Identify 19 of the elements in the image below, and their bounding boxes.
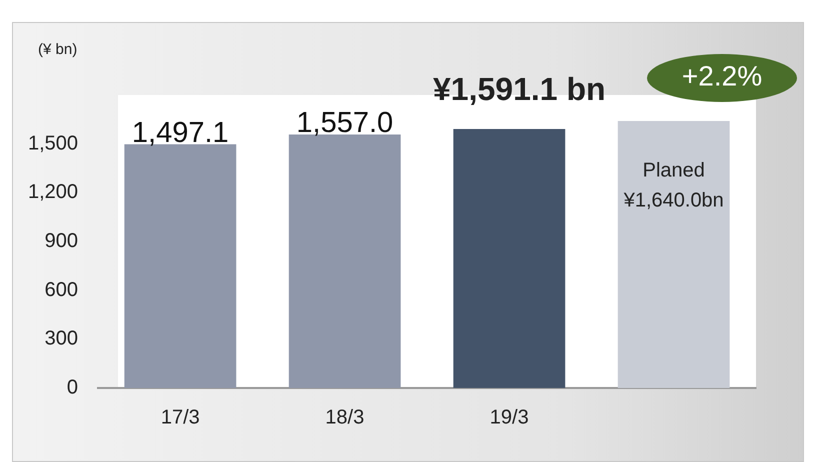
bar [124, 144, 236, 388]
x-tick-label: 19/3 [490, 406, 529, 429]
bar [618, 121, 730, 388]
bar [288, 134, 401, 388]
y-tick-label: 0 [66, 376, 78, 399]
y-tick-label: 300 [44, 328, 78, 350]
y-axis-title: (¥ bn) [38, 41, 78, 58]
data-label: ¥1,591.1 bn [432, 70, 606, 107]
bar [453, 129, 566, 388]
y-tick-label: 1,500 [28, 132, 78, 154]
x-tick-label: 18/3 [325, 406, 364, 429]
y-tick-label: 900 [44, 230, 78, 252]
y-tick-label: 1,200 [28, 181, 78, 204]
x-tick-label: 17/3 [160, 406, 200, 429]
text: +2.2% [682, 60, 762, 92]
data-label: 1,557.0 [296, 107, 394, 140]
data-label: 1,497.1 [132, 116, 229, 149]
data-label: Planed ¥1,640.0bn [622, 160, 724, 212]
y-tick-label: 600 [44, 278, 78, 301]
